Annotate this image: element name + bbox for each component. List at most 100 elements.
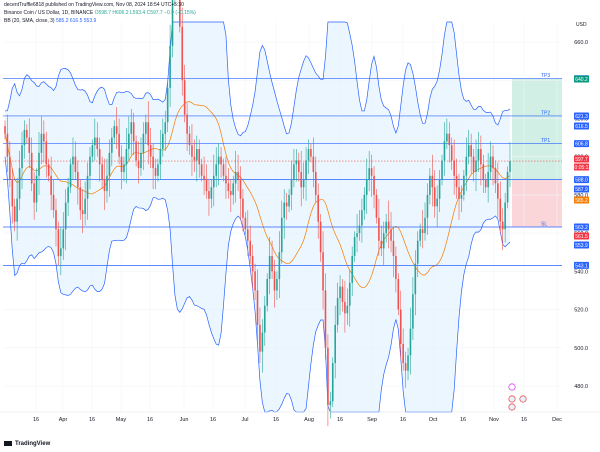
- tradingview-icon: [4, 440, 12, 446]
- candle-body: [13, 206, 16, 222]
- candle-body: [220, 156, 222, 165]
- level-badge: 543.1: [575, 263, 588, 269]
- candle-body: [11, 179, 14, 207]
- level-badge-bg: [574, 223, 589, 231]
- price-axis[interactable]: 660.0640.0620.0600.0580.0560.0540.0520.0…: [574, 40, 588, 390]
- candle-body: [118, 133, 120, 157]
- candle-body: [152, 156, 154, 169]
- candle-body: [390, 229, 392, 241]
- publisher-line: decentTruffle6818 published on TradingVi…: [4, 2, 184, 8]
- candle-body: [375, 194, 378, 218]
- candle-body: [443, 141, 446, 161]
- candle-body: [492, 156, 494, 169]
- candle-body: [171, 0, 174, 46]
- candle-body: [45, 141, 48, 165]
- level-badge-bg: [574, 261, 589, 269]
- candle-body: [64, 202, 67, 230]
- currency-label: USD: [576, 22, 587, 28]
- us-flag-event-icon: [519, 395, 527, 403]
- candle-body: [392, 240, 395, 257]
- candle-body: [205, 179, 208, 192]
- candle-body: [501, 221, 504, 230]
- event-markers[interactable]: [508, 383, 527, 411]
- candle-body: [334, 324, 336, 364]
- candle-body: [300, 171, 303, 188]
- candle-body: [130, 122, 133, 134]
- time-tick-label: Oct: [429, 417, 438, 423]
- candle-body: [200, 164, 203, 176]
- candle-body: [256, 290, 259, 325]
- candle-body: [416, 240, 419, 264]
- candle-body: [283, 202, 286, 218]
- candle-body: [302, 179, 305, 188]
- symbol-title[interactable]: Binance Coin / US Dollar, 1D, BINANCE: [4, 10, 94, 16]
- profit-zone: [512, 78, 562, 180]
- candle-body: [314, 171, 317, 195]
- candle-body: [33, 183, 35, 203]
- candle-body: [448, 133, 451, 146]
- candle-body: [208, 191, 210, 199]
- candle-body: [217, 156, 220, 165]
- candle-body: [475, 160, 477, 172]
- candle-body: [157, 164, 159, 176]
- time-tick-label: 16: [147, 417, 153, 423]
- axis-badge-bg: [574, 155, 589, 163]
- lightning-event-icon: [508, 383, 516, 391]
- candle-body: [356, 233, 358, 237]
- candle-body: [154, 168, 157, 176]
- candle-body: [232, 183, 235, 195]
- candle-body: [169, 45, 171, 88]
- candle-body: [128, 133, 130, 150]
- candle-body: [278, 252, 281, 279]
- candle-body: [215, 164, 218, 176]
- candle-body: [98, 149, 101, 165]
- candle-body: [370, 168, 373, 176]
- candle-body: [212, 175, 215, 188]
- candle-body: [467, 145, 470, 157]
- candle-body: [4, 126, 6, 134]
- candle-body: [404, 363, 407, 371]
- candle-body: [72, 156, 74, 165]
- level-badge-bg: [574, 176, 589, 184]
- candle-body: [506, 171, 509, 203]
- symbol-ohlc-line: Binance Coin / US Dollar, 1D, BINANCE O5…: [4, 10, 196, 16]
- position-zones: [512, 78, 562, 227]
- candle-body: [455, 175, 458, 188]
- candle-body: [244, 217, 247, 230]
- candle-body: [472, 156, 475, 172]
- candle-body: [179, 0, 181, 27]
- candlestick-series: [4, 0, 511, 427]
- candle-body: [16, 198, 18, 222]
- candle-body: [43, 133, 45, 142]
- candle-body: [123, 164, 125, 172]
- indicator-legend[interactable]: BB (20, SMA, close, 3) 585.2 616.5 553.9: [4, 18, 96, 24]
- candle-body: [487, 171, 489, 188]
- candle-body: [450, 145, 453, 161]
- candle-body: [186, 114, 188, 134]
- candle-body: [38, 152, 40, 176]
- time-axis[interactable]: 16 Apr 16 May 16 Jun 16 Jul 16 Aug 16 Sep 16 Oct 16 Nov…: [0, 411, 600, 423]
- candle-body: [145, 122, 147, 134]
- candle-body: [433, 187, 436, 207]
- level-label-tp2: TP2: [541, 110, 550, 116]
- candle-body: [81, 210, 84, 214]
- time-tick-label: 16: [400, 417, 406, 423]
- level-label-tp1: TP1: [541, 138, 550, 144]
- price-axis-badges: 640.8621.3606.8588.0563.2543.1640.2616.5…: [572, 75, 592, 269]
- candle-body: [251, 256, 254, 272]
- candle-body: [62, 229, 65, 249]
- candle-body: [261, 332, 264, 352]
- candle-body: [499, 198, 502, 222]
- candle-body: [193, 156, 196, 161]
- candle-body: [465, 156, 468, 176]
- candle-body: [40, 133, 43, 153]
- time-tick-label: 16: [460, 417, 466, 423]
- candle-body: [162, 133, 164, 150]
- tradingview-logo[interactable]: TradingView: [4, 440, 50, 447]
- candle-body: [331, 363, 334, 402]
- axis-badge: 561.5: [575, 234, 588, 240]
- candle-body: [453, 160, 455, 176]
- axis-badge: 10:05:13: [572, 165, 592, 171]
- candle-body: [297, 160, 300, 172]
